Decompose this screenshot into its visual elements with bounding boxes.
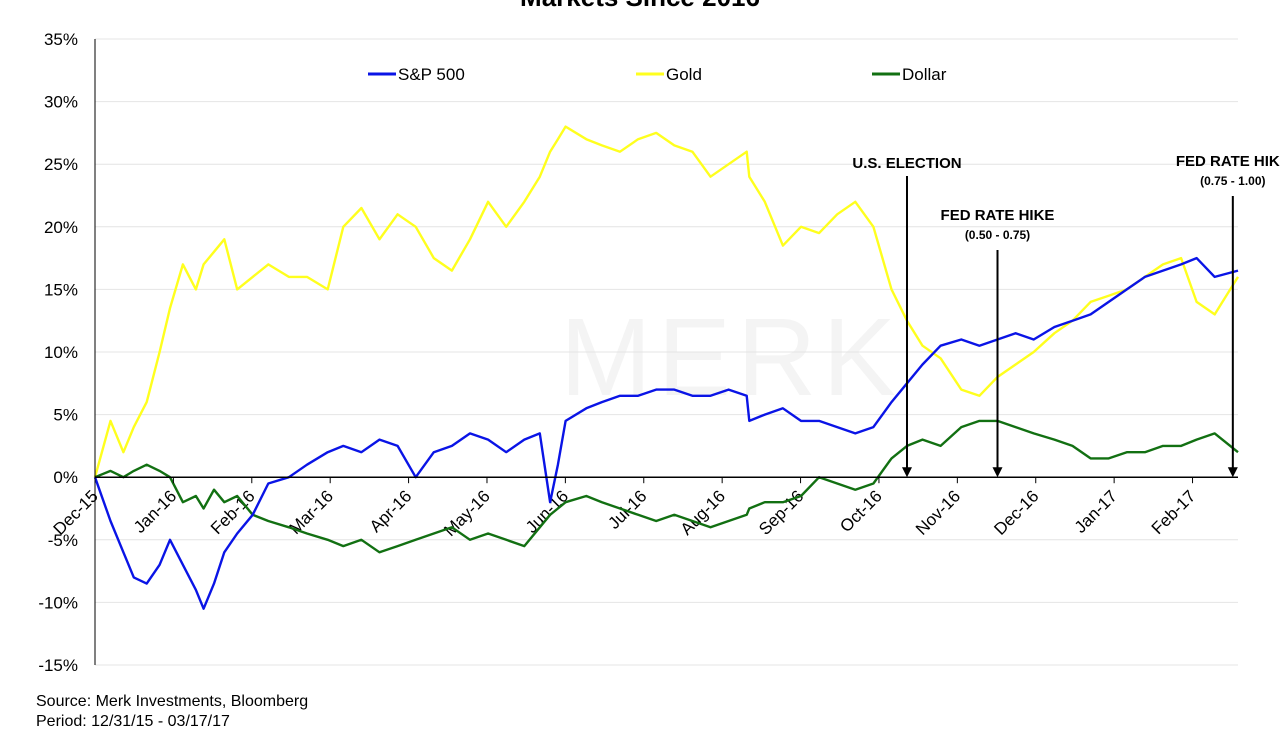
- x-tick-label: Nov-16: [912, 487, 964, 539]
- annotation-title: FED RATE HIKE: [1176, 153, 1280, 170]
- annotation-arrow-head: [901, 467, 912, 478]
- source-text: Source: Merk Investments, Bloomberg: [36, 693, 309, 710]
- y-tick-label: 20%: [44, 218, 78, 237]
- chart-source-note: Source: Merk Investments, Bloomberg Peri…: [36, 692, 308, 732]
- x-tick-label: Feb-17: [1148, 487, 1200, 539]
- annotation-subtitle: (0.50 - 0.75): [965, 228, 1030, 242]
- legend-label-gold: Gold: [666, 65, 702, 84]
- x-tick-label: Jul-16: [604, 487, 650, 533]
- x-axis-ticks: Dec-15 Jan-16 Feb-16 Mar-16 Apr-16 May-16 Jun-…: [50, 487, 1200, 541]
- x-tick-label: Mar-16: [285, 487, 337, 539]
- x-tick-label: Sep-16: [755, 487, 807, 539]
- x-tick-label: Aug-16: [677, 487, 729, 539]
- y-axis-ticks: 35% 30% 25% 20% 15% 10% 5% 0% -5% -10% -15%: [38, 30, 78, 675]
- series-lines: [93, 125, 1240, 610]
- gridlines: [95, 38, 1238, 666]
- legend-label-s-p-500: S&P 500: [398, 65, 465, 84]
- series-line-s-p-500: [93, 256, 1239, 610]
- series-line-gold: [93, 125, 1240, 478]
- y-tick-label: 15%: [44, 280, 78, 299]
- y-tick-label: 0%: [53, 468, 78, 487]
- y-tick-label: 25%: [44, 155, 78, 174]
- y-tick-label: -15%: [38, 656, 78, 675]
- x-tick-label: May-16: [440, 487, 494, 541]
- x-tick-label: Jun-16: [522, 487, 572, 537]
- y-tick-label: 5%: [53, 406, 78, 425]
- axes: [94, 39, 1238, 665]
- x-tick-label: Apr-16: [366, 487, 416, 537]
- y-tick-label: 30%: [44, 93, 78, 112]
- x-tick-label: Oct-16: [836, 487, 886, 537]
- watermark: MERK: [560, 296, 902, 419]
- annotation-title: U.S. ELECTION: [852, 155, 961, 172]
- y-tick-label: -10%: [38, 593, 78, 612]
- legend: S&P 500 Gold Dollar: [368, 65, 947, 84]
- annotation-title: FED RATE HIKE: [941, 207, 1055, 224]
- legend-label-dollar: Dollar: [902, 65, 947, 84]
- x-tick-label: Dec-16: [990, 487, 1042, 539]
- annotation-arrow-head: [1227, 467, 1238, 478]
- y-tick-label: -5%: [48, 531, 78, 550]
- x-tick-label: Jan-16: [130, 487, 180, 537]
- series-line-dollar: [94, 419, 1239, 554]
- x-tick-label: Jan-17: [1071, 487, 1121, 537]
- period-text: Period: 12/31/15 - 03/17/17: [36, 713, 230, 730]
- annotation-subtitle: (0.75 - 1.00): [1200, 174, 1265, 188]
- y-tick-label: 10%: [44, 343, 78, 362]
- y-tick-label: 35%: [44, 30, 78, 49]
- annotation-arrow-head: [992, 467, 1003, 478]
- annotations: U.S. ELECTION FED RATE HIKE (0.50 - 0.75) F…: [852, 153, 1280, 478]
- chart-title: Markets Since 2016: [520, 0, 760, 12]
